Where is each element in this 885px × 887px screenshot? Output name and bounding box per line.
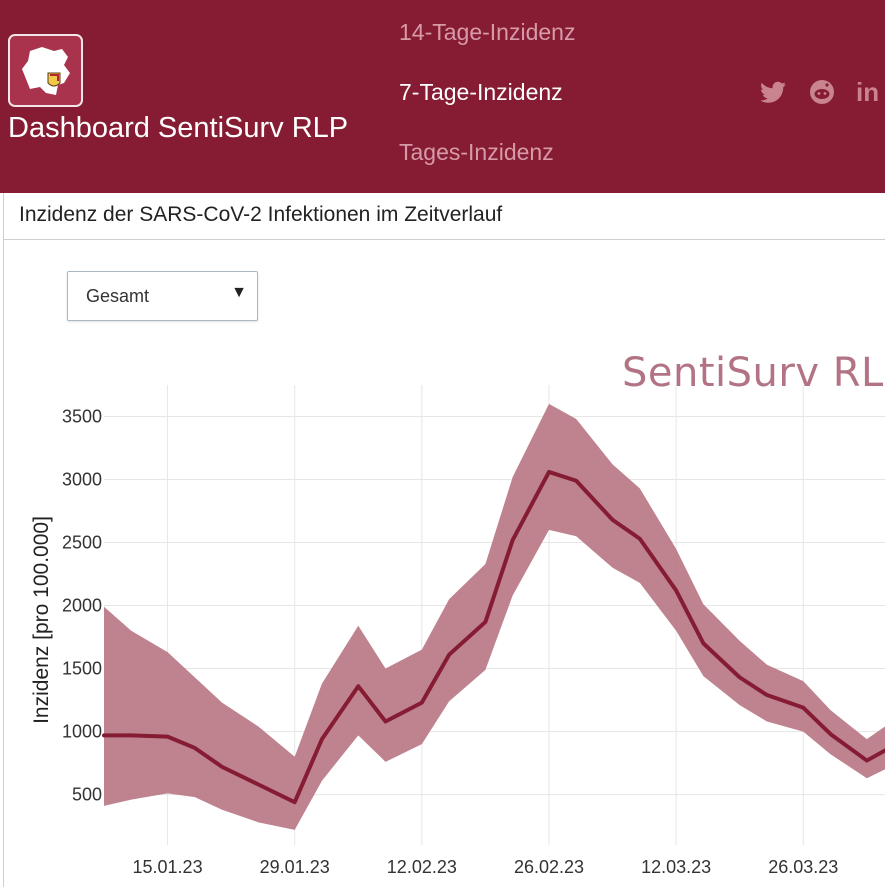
reddit-icon xyxy=(810,80,834,104)
linkedin-link[interactable]: in xyxy=(855,78,885,106)
linkedin-icon-text: in xyxy=(856,79,879,105)
x-tick-label: 26.02.23 xyxy=(514,857,584,877)
twitter-icon xyxy=(761,81,786,103)
y-tick-label: 3000 xyxy=(62,470,102,490)
confidence-band xyxy=(104,403,885,830)
nav-item-14-tage[interactable]: 14-Tage-Inzidenz xyxy=(399,19,576,45)
y-tick-label: 3500 xyxy=(62,407,102,427)
incidence-line xyxy=(102,469,885,805)
axis-layer: 500 1000 1500 2000 2500 3000 3500 15.01.23 29.01… xyxy=(62,407,838,877)
twitter-link[interactable] xyxy=(760,78,788,106)
y-tick-label: 500 xyxy=(72,785,102,805)
x-tick-label: 12.02.23 xyxy=(387,857,457,877)
y-tick-label: 1000 xyxy=(62,722,102,742)
region-select[interactable]: Gesamt ▼ xyxy=(67,271,258,321)
reddit-link[interactable] xyxy=(808,78,836,106)
confidence-band-layer xyxy=(104,403,885,830)
top-navbar: Dashboard SentiSurv RLP 14-Tage-Inzidenz… xyxy=(0,0,885,193)
rlp-map-logo-icon xyxy=(21,46,70,95)
y-axis-title: Inzidenz [pro 100.000] xyxy=(30,516,53,724)
panel-header: Inzidenz der SARS-CoV-2 Infektionen im Z… xyxy=(4,193,885,240)
nav-item-tages[interactable]: Tages-Inzidenz xyxy=(399,139,554,165)
line-layer xyxy=(102,469,885,805)
nav-item-7-tage[interactable]: 7-Tage-Inzidenz xyxy=(399,79,563,105)
chart-panel: Inzidenz der SARS-CoV-2 Infektionen im Z… xyxy=(3,193,885,887)
panel-title: Inzidenz der SARS-CoV-2 Infektionen im Z… xyxy=(19,203,503,226)
watermark-text: SentiSurv RLP xyxy=(622,350,885,396)
x-tick-label: 15.01.23 xyxy=(133,857,203,877)
x-tick-label: 26.03.23 xyxy=(768,857,838,877)
linkedin-icon: in xyxy=(856,79,879,105)
brand-title[interactable]: Dashboard SentiSurv RLP xyxy=(8,112,349,144)
y-tick-label: 2500 xyxy=(62,533,102,553)
chevron-down-icon: ▼ xyxy=(231,284,247,301)
logo-button[interactable] xyxy=(8,34,83,107)
region-select-value: Gesamt xyxy=(86,286,150,306)
y-tick-label: 1500 xyxy=(62,659,102,679)
x-tick-label: 29.01.23 xyxy=(260,857,330,877)
y-tick-label: 2000 xyxy=(62,596,102,616)
x-tick-label: 12.03.23 xyxy=(641,857,711,877)
